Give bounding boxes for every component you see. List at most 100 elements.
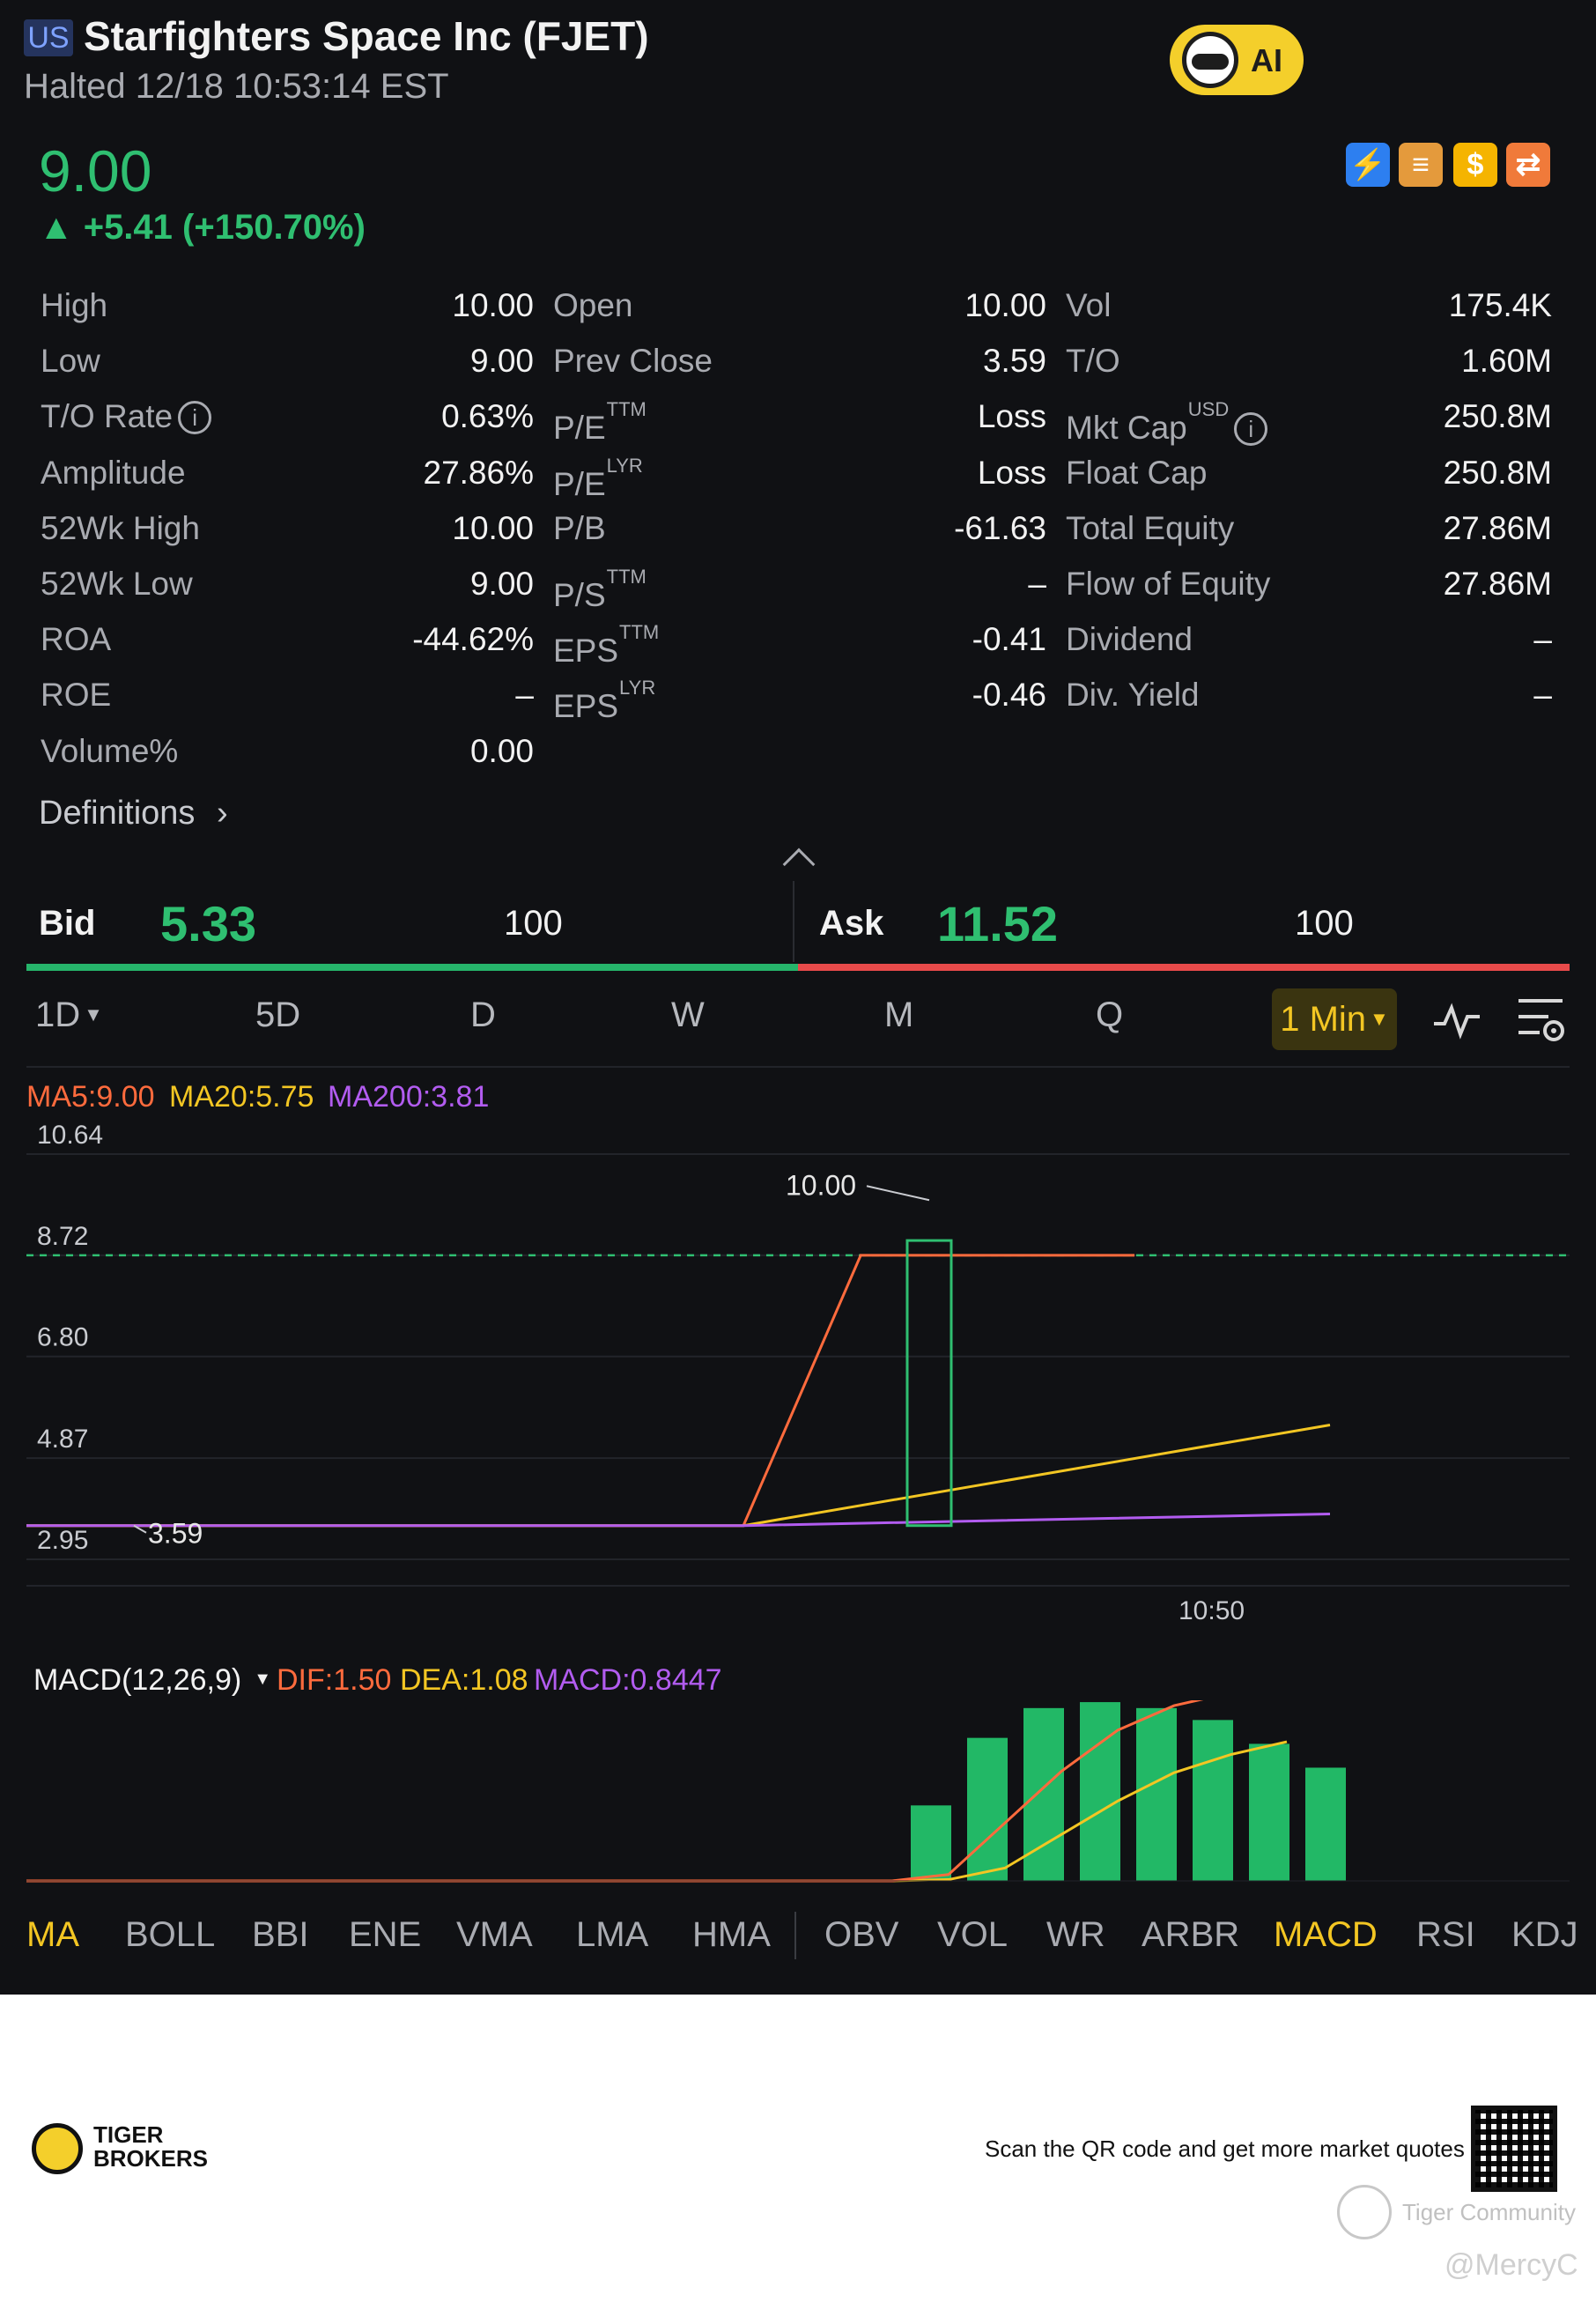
stat-label-text: P/E [553, 465, 606, 502]
stat-label-text: 52Wk High [41, 509, 200, 546]
tab-5d[interactable]: 5D [255, 996, 301, 1034]
dollar-icon[interactable]: $ [1453, 143, 1497, 187]
stat-label-text: Open [553, 287, 633, 323]
ma5-line [26, 1254, 1134, 1528]
ask-ratio-bar [798, 964, 1570, 971]
stat-label: P/ELYR [553, 455, 643, 503]
macd-histogram-bar [1136, 1707, 1177, 1881]
indicator-tab[interactable]: ENE [349, 1915, 422, 1954]
stat-value: 10.00 [452, 287, 534, 323]
definitions-link[interactable]: Definitions › [39, 795, 228, 833]
stat-value: 9.00 [469, 566, 534, 602]
stat-label-text: Dividend [1066, 621, 1193, 658]
macd-chart[interactable] [0, 1700, 1596, 1894]
author-handle: @MercyC [1445, 2248, 1578, 2282]
ma20-legend: MA20:5.75 [169, 1080, 314, 1114]
ai-label: AI [1251, 42, 1282, 78]
flash-icon[interactable]: ⚡ [1346, 143, 1390, 187]
indicator-tab[interactable]: OBV [824, 1915, 899, 1954]
broker-name-line2: BROKERS [93, 2145, 209, 2172]
tab-d[interactable]: D [470, 996, 496, 1034]
bid-price: 5.33 [160, 896, 256, 951]
stat-label: Div. Yield [1066, 677, 1200, 714]
stat-label: Flow of Equity [1066, 566, 1270, 603]
stat-label-text: Low [41, 343, 100, 380]
macd-histogram-bar [911, 1805, 951, 1881]
app-screen: US Starfighters Space Inc (FJET) Halted … [0, 0, 1596, 1995]
stat-value: 1.60M [1461, 343, 1552, 380]
ask-quantity: 100 [1295, 904, 1354, 943]
stat-label: EPSTTM [553, 621, 659, 670]
caret-down-icon: ▼ [1370, 1008, 1389, 1030]
ma5-legend: MA5:9.00 [26, 1080, 155, 1114]
tab-m[interactable]: M [884, 996, 914, 1034]
indicator-tab[interactable]: VMA [456, 1915, 533, 1954]
stat-label-text: EPS [553, 633, 619, 670]
indicator-tab[interactable]: KDJ [1511, 1915, 1578, 1954]
collapse-chevron-icon[interactable] [782, 848, 816, 881]
stat-label: ROA [41, 621, 111, 658]
stat-label-text: P/B [553, 509, 606, 546]
indicator-tab[interactable]: MACD [1274, 1915, 1378, 1954]
macd-histogram-bar [967, 1737, 1008, 1881]
indicator-tab[interactable]: BBI [252, 1915, 309, 1954]
ai-assistant-button[interactable]: AI [1170, 25, 1304, 95]
stat-label-text: ROA [41, 621, 112, 658]
stat-label-text: Volume% [41, 732, 179, 769]
indicator-tab[interactable]: VOL [937, 1915, 1009, 1954]
prev-close-annotation: 3.59 [148, 1518, 203, 1550]
price-chart[interactable]: 10.64 8.72 6.80 4.87 2.95 10.00 3.59 10:50 [0, 1119, 1596, 1647]
indicator-tab[interactable]: WR [1046, 1915, 1105, 1954]
macd-value-legend: MACD:0.8447 [534, 1663, 722, 1697]
last-price: 9.00 [39, 138, 152, 204]
y-tick-label: 4.87 [37, 1425, 88, 1454]
y-tick-label: 10.64 [37, 1121, 103, 1150]
stat-value: -44.62% [412, 621, 534, 658]
stat-label: High [41, 287, 107, 324]
tab-1d[interactable]: 1D ▼ [35, 996, 103, 1035]
stat-label-text: High [41, 287, 108, 323]
indicator-tab[interactable]: ARBR [1142, 1915, 1240, 1954]
stack-icon[interactable]: ≡ [1399, 143, 1443, 187]
tab-1d-label: 1D [35, 996, 81, 1034]
trading-status: Halted 12/18 10:53:14 EST [24, 67, 449, 106]
tab-w[interactable]: W [671, 996, 705, 1034]
stat-label-text: Float Cap [1066, 454, 1208, 491]
indicator-tab[interactable]: RSI [1416, 1915, 1475, 1954]
stat-label-sup: USD [1187, 398, 1230, 421]
high-annotation: 10.00 [786, 1169, 856, 1201]
macd-legend-label[interactable]: MACD(12,26,9) ▼ [33, 1663, 271, 1698]
indicator-wave-icon[interactable] [1432, 1001, 1481, 1040]
ai-mascot-icon [1182, 32, 1238, 88]
swap-icon[interactable]: ⇄ [1506, 143, 1550, 187]
indicator-tab[interactable]: HMA [692, 1915, 771, 1954]
stat-label-text: Flow of Equity [1066, 566, 1271, 602]
indicator-separator [794, 1912, 796, 1959]
stat-value: -61.63 [954, 509, 1046, 546]
indicator-tab[interactable]: MA [26, 1915, 79, 1954]
broker-name-line1: TIGER [93, 2121, 164, 2148]
chart-settings-icon[interactable] [1517, 996, 1566, 1045]
info-icon[interactable]: i [178, 401, 212, 435]
stat-label: P/ETTM [553, 398, 647, 447]
bid-label: Bid [39, 904, 96, 943]
macd-histogram-bar [1249, 1743, 1289, 1881]
ask-price: 11.52 [937, 896, 1059, 951]
stat-label: T/O [1066, 343, 1120, 380]
macd-histogram-bar [1305, 1767, 1346, 1881]
info-icon[interactable]: i [1234, 412, 1268, 447]
stat-label-text: Mkt Cap [1066, 410, 1187, 447]
stat-value: 250.8M [1443, 454, 1552, 491]
y-tick-label: 6.80 [37, 1323, 88, 1352]
stat-label-text: EPS [553, 688, 619, 725]
y-tick-label: 2.95 [37, 1526, 88, 1555]
stat-label: P/STTM [553, 566, 647, 614]
stat-value: – [1533, 677, 1552, 714]
indicator-tab[interactable]: LMA [576, 1915, 649, 1954]
stat-value: 175.4K [1448, 287, 1552, 323]
macd-histogram-bar [1080, 1702, 1120, 1881]
qr-code [1471, 2106, 1557, 2192]
tab-q[interactable]: Q [1096, 996, 1124, 1034]
indicator-tab[interactable]: BOLL [125, 1915, 216, 1954]
interval-selector[interactable]: 1 Min ▼ [1272, 988, 1397, 1050]
